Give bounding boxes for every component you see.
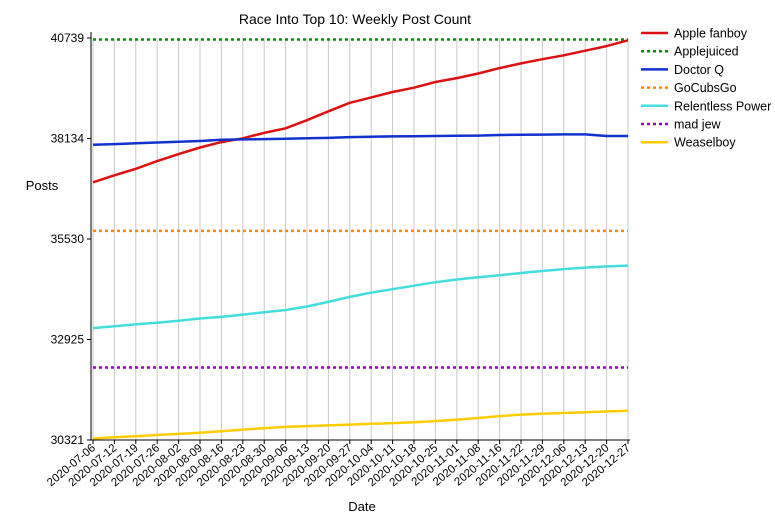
y-axis-label: Posts bbox=[26, 178, 59, 193]
legend-label: Weaselboy bbox=[674, 136, 736, 150]
y-axis-ticks: 30321 32925 35530 38134 40739 bbox=[51, 31, 91, 447]
series-line bbox=[92, 409, 629, 440]
series-line bbox=[92, 39, 629, 184]
legend-label: Applejuiced bbox=[674, 45, 739, 59]
chart-title: Race Into Top 10: Weekly Post Count bbox=[239, 11, 471, 27]
grid bbox=[92, 38, 629, 440]
legend-label: GoCubsGo bbox=[674, 81, 737, 95]
series-lines bbox=[92, 38, 629, 440]
x-axis-ticks: 2020-07-062020-07-122020-07-192020-07-26… bbox=[45, 440, 633, 489]
legend: Apple fanboy Applejuiced Doctor Q GoCubsGo R… bbox=[641, 27, 771, 150]
series-line bbox=[92, 133, 628, 147]
legend-label: mad jew bbox=[674, 118, 722, 132]
y-tick-label: 32925 bbox=[51, 333, 85, 347]
x-axis-label: Date bbox=[348, 499, 375, 514]
y-tick-label: 35530 bbox=[51, 232, 85, 246]
y-tick-label: 40739 bbox=[51, 31, 85, 45]
y-tick-label: 38134 bbox=[51, 132, 85, 146]
legend-label: Doctor Q bbox=[674, 63, 724, 77]
y-tick-label: 30321 bbox=[51, 433, 85, 447]
legend-label: Apple fanboy bbox=[674, 27, 748, 41]
series-line bbox=[92, 264, 629, 330]
axes bbox=[90, 32, 630, 441]
legend-label: Relentless Power bbox=[674, 99, 771, 113]
